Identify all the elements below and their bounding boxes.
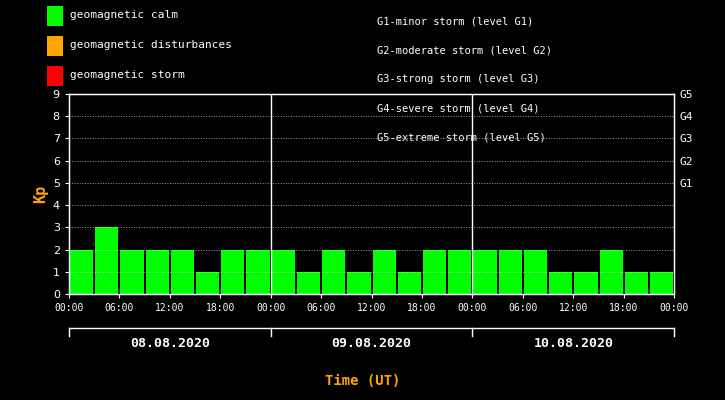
- Text: G4-severe storm (level G4): G4-severe storm (level G4): [377, 104, 539, 114]
- Bar: [448, 250, 471, 294]
- Bar: [95, 227, 118, 294]
- Bar: [600, 250, 623, 294]
- Bar: [549, 272, 572, 294]
- Text: G5-extreme storm (level G5): G5-extreme storm (level G5): [377, 133, 546, 143]
- Bar: [221, 250, 244, 294]
- Bar: [473, 250, 497, 294]
- Bar: [171, 250, 194, 294]
- Y-axis label: Kp: Kp: [33, 185, 49, 203]
- Bar: [272, 250, 295, 294]
- Bar: [297, 272, 320, 294]
- Bar: [322, 250, 345, 294]
- Text: geomagnetic calm: geomagnetic calm: [70, 10, 178, 20]
- Bar: [524, 250, 547, 294]
- Text: 08.08.2020: 08.08.2020: [130, 337, 210, 350]
- Bar: [347, 272, 370, 294]
- Bar: [625, 272, 648, 294]
- Bar: [499, 250, 522, 294]
- Text: G2-moderate storm (level G2): G2-moderate storm (level G2): [377, 45, 552, 55]
- Bar: [196, 272, 219, 294]
- Text: geomagnetic storm: geomagnetic storm: [70, 70, 185, 80]
- Bar: [650, 272, 674, 294]
- Text: G3-strong storm (level G3): G3-strong storm (level G3): [377, 74, 539, 84]
- Text: 10.08.2020: 10.08.2020: [534, 337, 613, 350]
- Bar: [398, 272, 421, 294]
- Bar: [373, 250, 396, 294]
- Bar: [70, 250, 93, 294]
- Bar: [120, 250, 144, 294]
- Bar: [247, 250, 270, 294]
- Text: 09.08.2020: 09.08.2020: [331, 337, 412, 350]
- Text: G1-minor storm (level G1): G1-minor storm (level G1): [377, 16, 534, 26]
- Bar: [423, 250, 446, 294]
- Bar: [574, 272, 597, 294]
- Text: Time (UT): Time (UT): [325, 374, 400, 388]
- Bar: [146, 250, 169, 294]
- Text: geomagnetic disturbances: geomagnetic disturbances: [70, 40, 232, 50]
